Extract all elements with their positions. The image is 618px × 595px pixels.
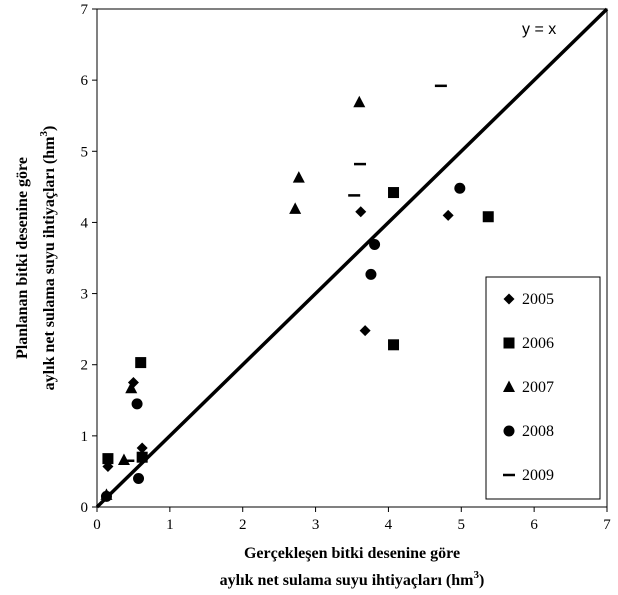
y-tick-label: 6 <box>81 73 89 89</box>
legend-marker-2006 <box>503 337 515 349</box>
x-tick-label: 1 <box>166 517 174 533</box>
x-axis-title-line2: aylık net sulama suyu ihtiyaçları (hm3) <box>220 569 485 589</box>
y-tick-label: 1 <box>81 429 89 445</box>
x-tick-label: 0 <box>93 517 101 533</box>
data-points <box>100 84 494 502</box>
data-point-2008 <box>100 490 112 502</box>
legend-label-2005: 2005 <box>522 291 554 308</box>
x-tick-label: 5 <box>458 517 466 533</box>
legend-label-2009: 2009 <box>522 467 554 484</box>
data-point-2008 <box>365 268 377 280</box>
data-point-2005 <box>359 325 371 337</box>
y-tick-label: 3 <box>81 287 89 303</box>
data-point-2005 <box>442 209 454 221</box>
data-point-2009 <box>354 162 367 166</box>
data-point-2005 <box>355 206 367 218</box>
data-point-2009 <box>348 194 361 197</box>
data-point-2006 <box>482 211 494 223</box>
legend-label-2008: 2008 <box>522 423 554 440</box>
y-tick-label: 0 <box>81 500 89 516</box>
data-point-2006 <box>102 453 114 465</box>
y-tick-label: 5 <box>81 144 89 160</box>
legend-marker-2005 <box>503 293 515 305</box>
data-point-2009 <box>122 459 135 463</box>
y-axis-title: Planlanan bitki desenine göre <box>14 157 31 359</box>
x-tick-label: 7 <box>603 517 611 533</box>
data-point-2007 <box>117 453 130 466</box>
legend: 2005 2006 2007 2008 2009 <box>485 276 601 500</box>
x-tick-label: 3 <box>312 517 320 533</box>
legend-label-2007: 2007 <box>522 379 554 396</box>
data-point-2006 <box>136 451 148 463</box>
reference-line-y-equals-x <box>95 7 609 509</box>
x-tick-label: 4 <box>385 517 393 533</box>
x-axis-title: Gerçekleşen bitki desenine göre <box>244 545 460 562</box>
data-point-2008 <box>454 182 466 194</box>
y-tick-label: 4 <box>81 215 89 231</box>
data-point-2005 <box>136 442 148 454</box>
y-tick-label: 2 <box>81 358 89 374</box>
legend-marker-2008 <box>503 425 515 437</box>
data-point-2008 <box>369 238 381 250</box>
data-point-2006 <box>388 339 400 351</box>
data-point-2007 <box>292 171 305 183</box>
data-point-2009 <box>434 84 447 88</box>
data-point-2007 <box>353 95 366 108</box>
legend-box <box>485 276 601 500</box>
y-axis: 0 1 2 3 4 5 6 7 <box>81 2 97 516</box>
data-point-2006 <box>135 357 147 369</box>
data-point-2008 <box>133 473 145 485</box>
reference-line-label: y = x <box>522 21 556 38</box>
legend-label-2006: 2006 <box>522 335 554 352</box>
legend-marker-2007 <box>503 380 515 392</box>
legend-marker-2009 <box>503 473 515 477</box>
data-point-2008 <box>131 398 143 410</box>
y-axis-title-line2: aylık net sulama suyu ihtiyaçları (hm3) <box>38 126 58 391</box>
x-tick-label: 6 <box>530 517 538 533</box>
data-point-2006 <box>388 187 400 199</box>
x-tick-label: 2 <box>239 517 247 533</box>
data-point-2007 <box>125 381 138 394</box>
x-axis: 0 1 2 3 4 5 6 7 <box>93 507 611 533</box>
data-point-2007 <box>289 202 302 214</box>
y-tick-label: 7 <box>81 2 89 18</box>
